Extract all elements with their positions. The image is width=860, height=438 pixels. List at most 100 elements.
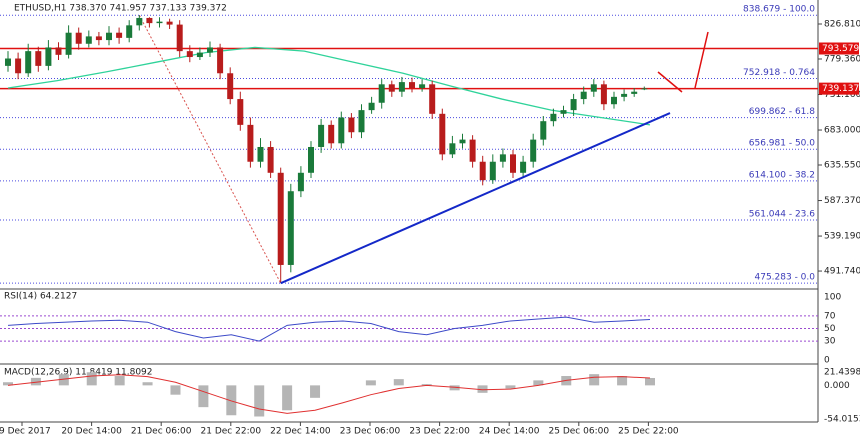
candle-body — [520, 161, 527, 173]
rsi-tick-label: 100 — [824, 293, 841, 303]
candle-body — [449, 143, 456, 155]
candle-body — [489, 161, 496, 181]
fib-connector — [138, 15, 282, 284]
rsi-title: RSI(14) 64.2127 — [4, 292, 77, 302]
candle-body — [409, 82, 415, 89]
candle-body — [176, 24, 183, 52]
candle-body — [499, 154, 506, 162]
fib-label: 614.100 - 38.2 — [749, 170, 815, 180]
candle-body — [45, 47, 52, 66]
macd-bar — [533, 380, 544, 386]
x-tick-label: 24 Dec 14:00 — [479, 427, 540, 437]
candle-body — [237, 99, 244, 125]
rsi-tick-label: 70 — [824, 311, 836, 321]
candle-body — [510, 154, 516, 173]
y-tick-label: 491.740 — [824, 267, 860, 277]
chart-title: ETHUSD,H1 738.370 741.957 737.133 739.37… — [14, 4, 227, 14]
candle-body — [469, 139, 476, 162]
candle-body — [196, 52, 203, 58]
candle-body — [641, 88, 648, 90]
macd-bar — [645, 377, 655, 386]
candle-body — [398, 82, 405, 92]
macd-bar — [30, 377, 41, 386]
macd-bar — [254, 385, 265, 417]
y-tick-label: 539.190 — [824, 232, 860, 242]
candle-body — [15, 58, 22, 74]
candle-body — [5, 58, 11, 66]
candle-body — [116, 32, 123, 38]
macd-bar — [86, 372, 97, 386]
macd-bar — [198, 385, 209, 408]
candle-body — [590, 84, 597, 92]
candle-body — [419, 84, 426, 89]
candle-body — [550, 113, 557, 122]
price-tag-label: 793.579 — [822, 44, 859, 54]
fib-label: 561.044 - 23.6 — [749, 209, 815, 219]
fib-label: 752.918 - 0.764 — [743, 68, 815, 78]
candle-body — [217, 47, 224, 74]
macd-bar — [282, 385, 293, 411]
macd-signal — [7, 374, 651, 414]
price-tag — [819, 42, 859, 55]
macd-title: MACD(12,26,9) 11.8419 11.8092 — [4, 368, 153, 378]
macd-bar — [477, 385, 488, 393]
candle-body — [540, 121, 547, 140]
candle-body — [146, 17, 153, 24]
trendline — [280, 112, 671, 285]
y-tick-label: 683.000 — [824, 126, 860, 136]
candle-body — [126, 25, 133, 38]
y-tick-label: 779.360 — [824, 54, 860, 64]
x-tick-label: 20 Dec 14:00 — [61, 427, 122, 437]
x-tick-label: 23 Dec 22:00 — [409, 427, 470, 437]
x-tick-label: 22 Dec 14:00 — [270, 427, 331, 437]
candle-body — [388, 84, 395, 92]
candle-body — [439, 113, 446, 155]
x-tick-label: 21 Dec 22:00 — [201, 427, 262, 437]
x-tick-label: 23 Dec 06:00 — [340, 427, 401, 437]
candle-body — [459, 139, 466, 144]
macd-bar — [114, 376, 125, 386]
candle-body — [429, 84, 436, 114]
x-tick-label: 19 Dec 2017 — [0, 427, 51, 437]
candle-body — [156, 21, 163, 24]
fib-label: 699.862 - 61.8 — [749, 107, 815, 117]
candle-body — [560, 110, 567, 114]
rsi-tick-label: 0 — [824, 356, 830, 366]
macd-bar — [393, 379, 404, 386]
macd-tick-label: -54.0153 — [824, 415, 860, 425]
candle-body — [378, 84, 385, 103]
candle-body — [570, 99, 577, 111]
rsi-tick-label: 50 — [824, 324, 836, 334]
macd-bar — [142, 382, 153, 386]
candle-body — [631, 91, 638, 94]
candle-body — [308, 146, 314, 173]
candle-body — [358, 110, 365, 133]
candle-body — [328, 124, 335, 144]
candle-body — [318, 124, 325, 147]
candle-body — [85, 36, 92, 44]
candle-body — [297, 172, 304, 192]
macd-bar — [58, 374, 69, 386]
candle-body — [600, 84, 607, 105]
candle-body — [348, 117, 355, 133]
candle-body — [368, 102, 375, 111]
x-tick-label: 25 Dec 06:00 — [549, 427, 610, 437]
x-tick-label: 25 Dec 22:00 — [618, 427, 679, 437]
candle-body — [65, 32, 72, 55]
candle-body — [207, 47, 213, 53]
macd-bar — [226, 385, 237, 416]
candle-body — [106, 32, 112, 41]
candle-body — [75, 32, 82, 44]
macd-bar — [421, 384, 432, 386]
candle-body — [166, 21, 173, 25]
macd-tick-label: 21.4398 — [824, 368, 860, 378]
y-tick-label: 826.810 — [824, 20, 860, 30]
rsi-line — [7, 316, 651, 342]
candle-body — [186, 51, 193, 58]
price-tag — [819, 82, 859, 95]
y-tick-label: 587.370 — [824, 196, 860, 206]
candle-body — [287, 191, 294, 265]
candle-body — [267, 146, 274, 173]
price-tag-label: 739.137 — [822, 84, 859, 94]
macd-bar — [505, 385, 516, 389]
